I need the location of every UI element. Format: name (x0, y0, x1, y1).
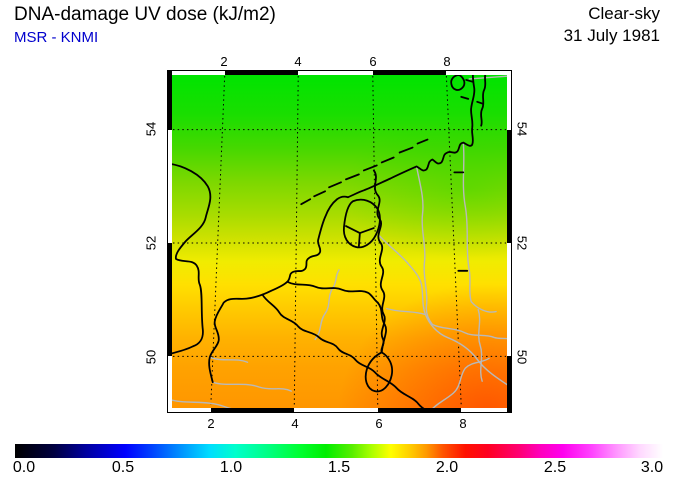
england-coast (168, 162, 212, 356)
lat-label-right-54: 54 (514, 121, 530, 137)
lon-label-top-4: 4 (294, 54, 302, 69)
frame-zebra-bottom (168, 408, 511, 412)
border-dashes (453, 171, 469, 272)
luxembourg-border (364, 351, 394, 393)
coastlines (168, 71, 488, 412)
continental-coast (208, 71, 476, 384)
colorbar-tick-2.5: 2.5 (543, 459, 567, 476)
lon-label-top-8: 8 (443, 54, 451, 69)
colorbar-tick-1.0: 1.0 (219, 459, 243, 476)
lon-label-bottom-4: 4 (291, 416, 299, 431)
colorbar-tick-0.0: 0.0 (12, 459, 36, 476)
lon-label-bottom-2: 2 (207, 416, 215, 431)
lat-label-right-50: 50 (514, 349, 530, 365)
be-fr-border (261, 293, 431, 412)
schleswig-coast (480, 71, 488, 127)
coastlines-borders-layer (168, 71, 511, 412)
lon-label-top-2: 2 (220, 54, 228, 69)
page-title: DNA-damage UV dose (kJ/m2) (14, 4, 276, 25)
wadden-islands (300, 138, 429, 206)
colorbar-tick-2.0: 2.0 (435, 459, 459, 476)
small-islands (460, 79, 485, 105)
source-label: MSR - KNMI (14, 29, 99, 46)
ijsselmeer-lake (342, 198, 381, 249)
date-label: 31 July 1981 (563, 26, 660, 45)
graticule (172, 75, 507, 408)
north-frisian-island (450, 74, 466, 91)
lat-label-left-54: 54 (143, 121, 159, 137)
uv-dose-field (172, 75, 507, 408)
lat-label-left-52: 52 (143, 235, 159, 251)
lon-label-bottom-8: 8 (459, 416, 467, 431)
colorbar (15, 444, 663, 458)
nl-de-border (372, 169, 386, 354)
colorbar-tick-3.0: 3.0 (640, 459, 664, 476)
be-nl-border (286, 280, 379, 304)
sky-condition-label: Clear-sky (588, 4, 660, 23)
lat-label-right-52: 52 (514, 235, 530, 251)
map-frame (167, 70, 512, 413)
condition-date-block: Clear-sky 31 July 1981 (564, 3, 660, 47)
frame-zebra-top (168, 71, 511, 75)
lon-label-top-6: 6 (369, 54, 377, 69)
frame-zebra-left (168, 71, 172, 412)
polder-dikes (345, 225, 375, 247)
lat-label-left-50: 50 (143, 349, 159, 365)
be-de-border (376, 301, 387, 354)
lon-label-bottom-6: 6 (375, 416, 383, 431)
rivers-gray-borders (168, 75, 511, 412)
colorbar-tick-0.5: 0.5 (111, 459, 135, 476)
colorbar-tick-1.5: 1.5 (327, 459, 351, 476)
frame-zebra-right (507, 71, 511, 412)
